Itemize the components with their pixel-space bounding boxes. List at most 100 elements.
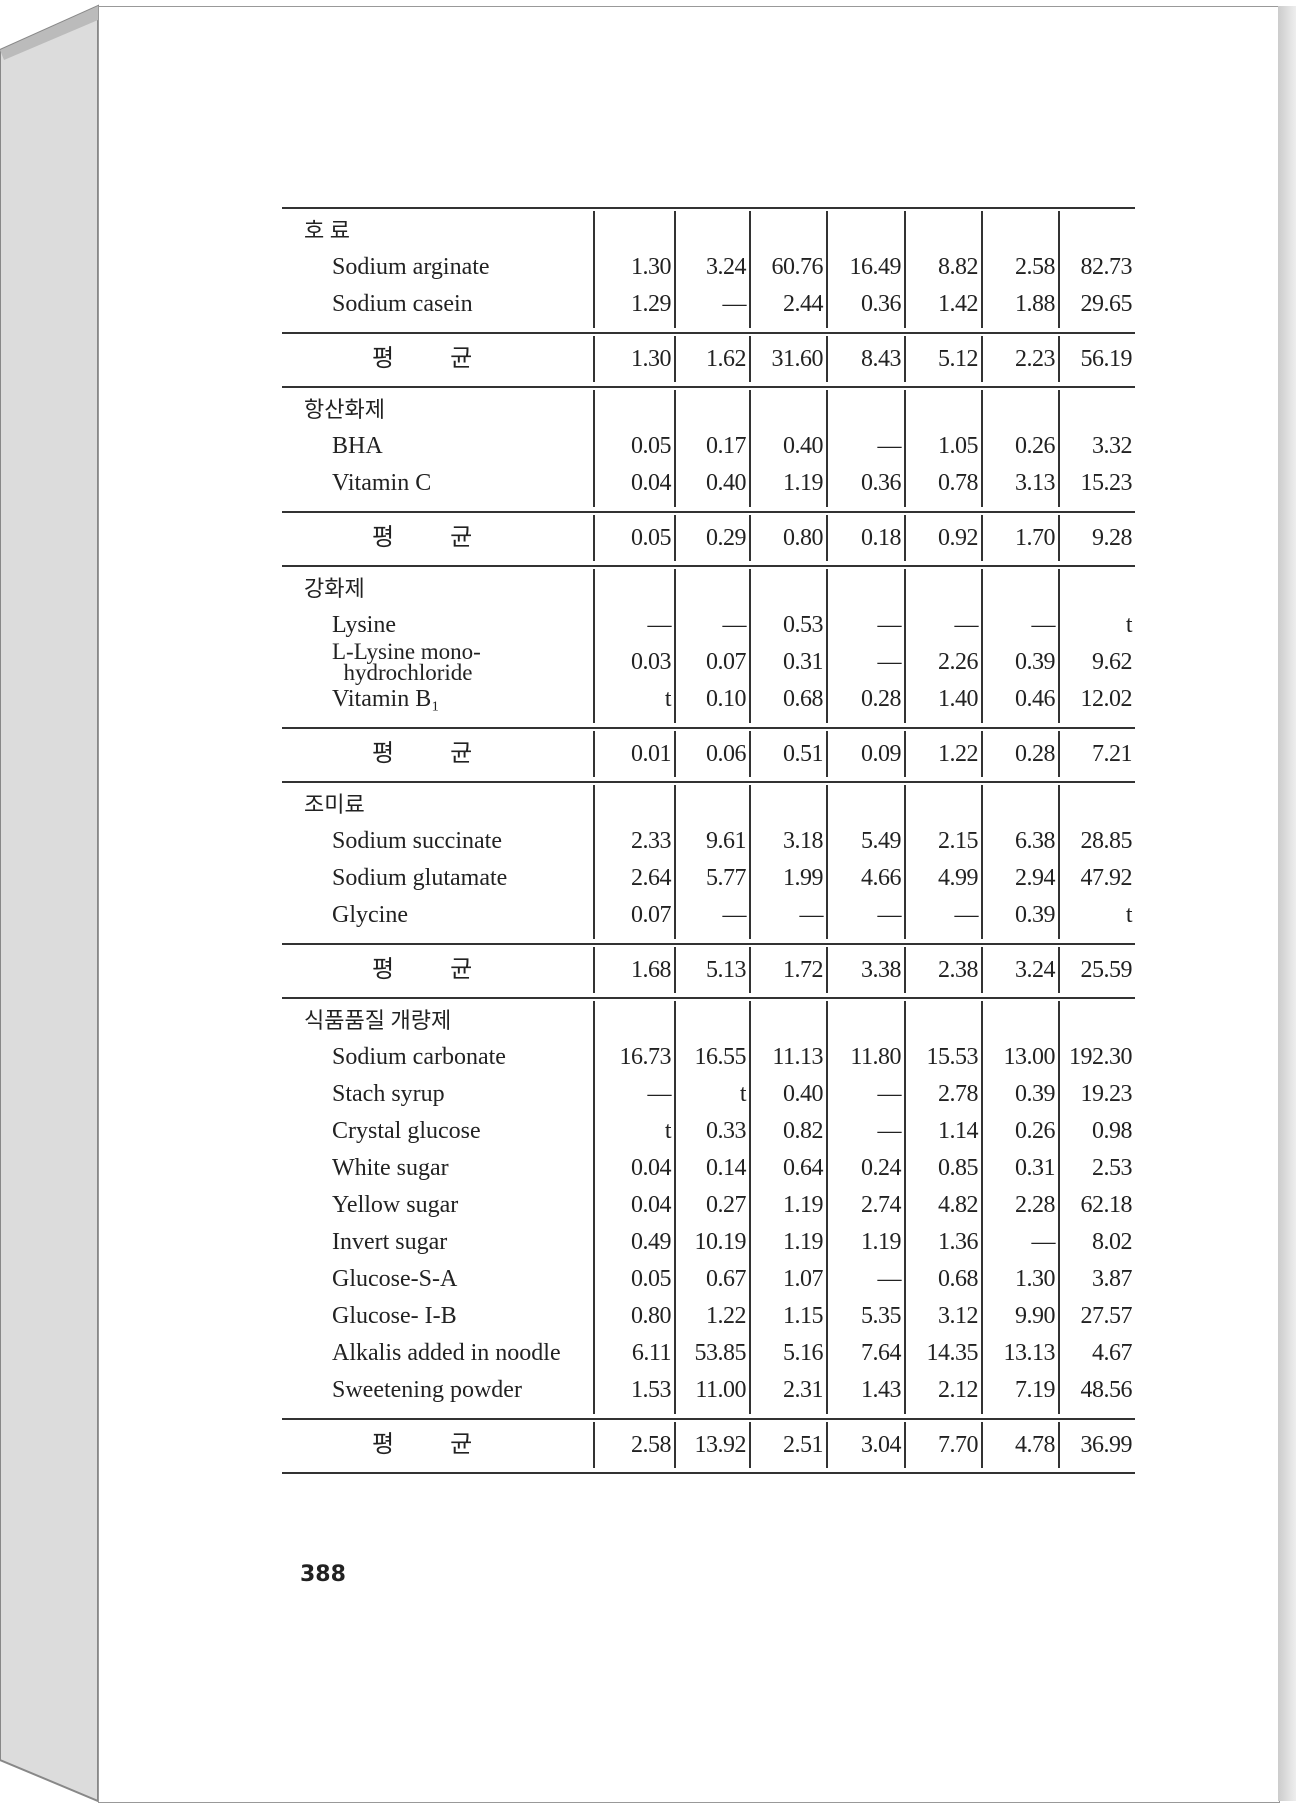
column-divider <box>674 515 676 561</box>
column-divider <box>981 211 983 328</box>
item-value: — <box>647 612 672 638</box>
item-name: L-Lysine mono- hydrochloride <box>332 639 481 685</box>
item-value: 3.18 <box>783 828 824 854</box>
item-value: 0.26 <box>1015 1118 1056 1144</box>
item-value: — <box>1031 612 1056 638</box>
item-name: Yellow sugar <box>332 1192 459 1218</box>
column-divider <box>593 785 595 939</box>
average-value: 2.38 <box>938 956 979 983</box>
item-value: 5.49 <box>861 828 902 854</box>
item-value: 5.16 <box>783 1340 824 1366</box>
column-divider <box>1058 1422 1060 1468</box>
item-value: 1.36 <box>938 1229 979 1255</box>
item-name: Sodium succinate <box>332 828 502 854</box>
average-value: 2.51 <box>783 1431 824 1458</box>
item-value: t <box>1125 612 1133 638</box>
column-divider <box>749 211 751 328</box>
average-value: 5.12 <box>938 345 979 372</box>
column-divider <box>674 1001 676 1414</box>
item-name: Invert sugar <box>332 1229 448 1255</box>
column-divider <box>749 1001 751 1414</box>
column-divider <box>593 731 595 777</box>
item-value: — <box>722 291 747 317</box>
column-divider <box>826 1422 828 1468</box>
item-value: 3.13 <box>1015 470 1056 496</box>
item-value: 0.46 <box>1015 686 1056 712</box>
column-divider <box>904 515 906 561</box>
column-divider <box>904 390 906 507</box>
item-value: 0.31 <box>783 649 824 675</box>
item-value: 0.68 <box>938 1266 979 1292</box>
section-title: 조미료 <box>304 792 365 817</box>
item-value: 0.24 <box>861 1155 902 1181</box>
column-divider <box>904 1422 906 1468</box>
average-value: 3.38 <box>861 956 902 983</box>
item-value: — <box>722 902 747 928</box>
average-label: 평 균 <box>372 956 473 983</box>
average-value: 1.62 <box>706 345 747 372</box>
item-value: 12.02 <box>1080 686 1133 712</box>
column-divider <box>593 336 595 382</box>
page-edge-shadow <box>1278 6 1296 1801</box>
item-name: Crystal glucose <box>332 1118 481 1144</box>
section-title: 식품품질 개량제 <box>304 1008 452 1033</box>
item-value: 0.39 <box>1015 649 1056 675</box>
column-divider <box>1058 947 1060 993</box>
item-value: 9.62 <box>1092 649 1133 675</box>
item-value: 1.88 <box>1015 291 1056 317</box>
item-value: 3.32 <box>1092 433 1133 459</box>
page-number: 388 <box>300 1562 346 1587</box>
table-rule <box>282 207 1135 209</box>
average-value: 5.13 <box>706 956 747 983</box>
column-divider <box>749 569 751 723</box>
item-value: — <box>877 1266 902 1292</box>
column-divider <box>749 336 751 382</box>
item-value: 0.53 <box>783 612 824 638</box>
table-rule <box>282 1472 1135 1474</box>
column-divider <box>826 336 828 382</box>
item-value: 2.26 <box>938 649 979 675</box>
item-value: — <box>877 902 902 928</box>
item-value: 4.99 <box>938 865 979 891</box>
table-rule <box>282 332 1135 334</box>
item-value: 9.61 <box>706 828 747 854</box>
average-value: 1.68 <box>631 956 672 983</box>
column-divider <box>674 785 676 939</box>
item-value: 53.85 <box>694 1340 747 1366</box>
table-rule <box>282 727 1135 729</box>
column-divider <box>1058 1001 1060 1414</box>
item-value: 28.85 <box>1080 828 1133 854</box>
item-value: 0.17 <box>706 433 747 459</box>
column-divider <box>826 731 828 777</box>
item-value: 0.36 <box>861 291 902 317</box>
item-name: Vitamin C <box>332 470 432 496</box>
item-value: 1.42 <box>938 291 979 317</box>
column-divider <box>593 947 595 993</box>
item-name: BHA <box>332 433 383 459</box>
average-value: 0.01 <box>631 740 672 767</box>
item-value: 2.74 <box>861 1192 902 1218</box>
item-name: Sodium carbonate <box>332 1044 506 1070</box>
item-name: Sodium casein <box>332 291 473 317</box>
item-value: 82.73 <box>1080 254 1133 280</box>
item-value: 0.82 <box>783 1118 824 1144</box>
item-value: 0.40 <box>783 1081 824 1107</box>
item-value: 47.92 <box>1080 865 1133 891</box>
column-divider <box>826 569 828 723</box>
column-divider <box>1058 336 1060 382</box>
item-value: 4.67 <box>1092 1340 1133 1366</box>
column-divider <box>593 211 595 328</box>
item-value: 15.53 <box>926 1044 979 1070</box>
item-value: 7.19 <box>1015 1377 1056 1403</box>
item-value: 4.66 <box>861 865 902 891</box>
average-value: 0.28 <box>1015 740 1056 767</box>
column-divider <box>981 569 983 723</box>
item-value: 8.02 <box>1092 1229 1133 1255</box>
item-value: 27.57 <box>1080 1303 1133 1329</box>
average-label: 평 균 <box>372 345 473 372</box>
column-divider <box>826 211 828 328</box>
average-value: 2.58 <box>631 1431 672 1458</box>
table-rule <box>282 943 1135 945</box>
item-value: 0.14 <box>706 1155 747 1181</box>
item-value: 0.31 <box>1015 1155 1056 1181</box>
